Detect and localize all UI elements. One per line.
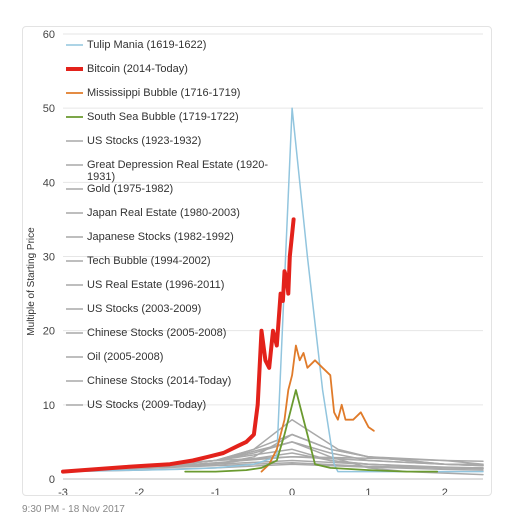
x-tick-label: -1: [211, 487, 221, 495]
x-tick-label: 1: [365, 487, 371, 495]
legend-label: Bitcoin (2014-Today): [87, 63, 188, 75]
legend-label: Japan Real Estate (1980-2003): [87, 207, 240, 219]
legend-label: Gold (1975-1982): [87, 183, 173, 195]
legend-label: Tulip Mania (1619-1622): [87, 39, 206, 51]
bubble-comparison-chart: 0 10 20 30 40 50 60 -3 -2 -1 0 1 2 Multiple of Starti…: [26, 29, 484, 495]
legend-label: Mississippi Bubble (1716-1719): [87, 87, 240, 99]
y-tick-label: 10: [43, 400, 55, 412]
y-axis-label: Multiple of Starting Price: [26, 227, 37, 336]
series-line-bitcoin-2014-today: [61, 217, 296, 474]
legend-label: Oil (2005-2008): [87, 351, 163, 363]
x-tick-label: 0: [289, 487, 295, 495]
legend-label: US Stocks (1923-1932): [87, 135, 201, 147]
series-line-mississippi-bubble-1716-1719: [260, 344, 375, 473]
y-tick-label: 50: [43, 103, 55, 115]
legend-label: Chinese Stocks (2005-2008): [87, 327, 226, 339]
series-line-south-sea-bubble-1719-1722: [184, 389, 439, 473]
y-tick-label: 20: [43, 326, 55, 338]
y-tick-label: 0: [49, 474, 55, 486]
legend-label: Japanese Stocks (1982-1992): [87, 231, 234, 243]
legend-label: US Stocks (2003-2009): [87, 303, 201, 315]
legend-label: Chinese Stocks (2014-Today): [87, 375, 231, 387]
x-tick-label: -2: [134, 487, 144, 495]
y-tick-label: 40: [43, 177, 55, 189]
legend-label: Tech Bubble (1994-2002): [87, 255, 211, 267]
y-tick-label: 30: [43, 252, 55, 264]
chart-card: 0 10 20 30 40 50 60 -3 -2 -1 0 1 2 Multiple of Starti…: [22, 26, 492, 496]
x-tick-label: 2: [442, 487, 448, 495]
x-tick-label: -3: [58, 487, 68, 495]
tweet-timestamp: 9:30 PM - 18 Nov 2017: [22, 504, 125, 515]
legend-label: US Stocks (2009-Today): [87, 399, 206, 411]
legend-label-cont: 1931): [87, 171, 115, 183]
legend-label: US Real Estate (1996-2011): [87, 279, 224, 291]
y-tick-label: 60: [43, 29, 55, 41]
legend-label: South Sea Bubble (1719-1722): [87, 111, 239, 123]
legend-label: Great Depression Real Estate (1920-: [87, 159, 268, 171]
